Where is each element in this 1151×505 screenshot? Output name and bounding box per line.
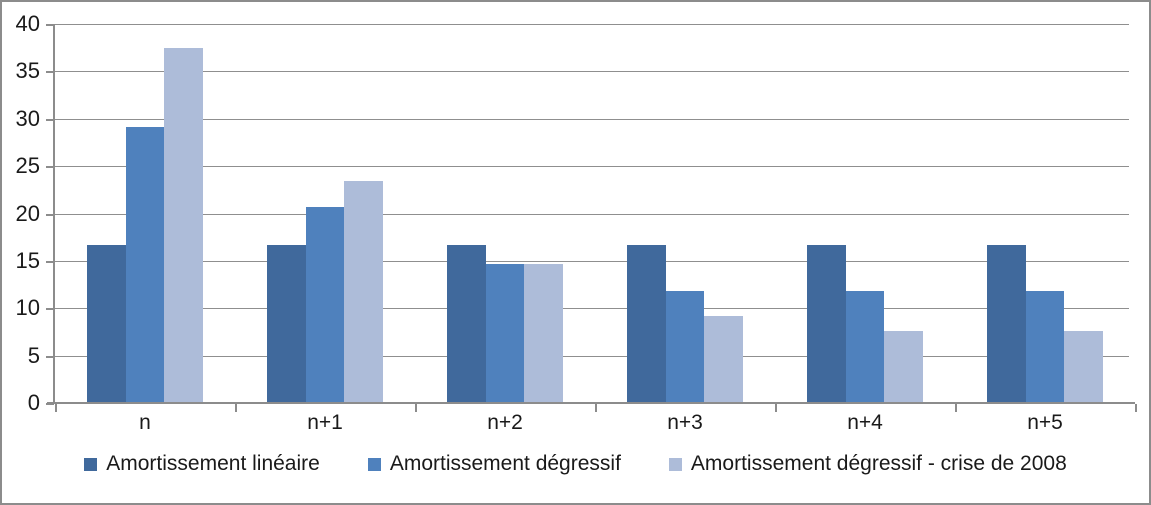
legend: Amortissement linéaire Amortissement dég… xyxy=(2,452,1149,476)
y-tick-label: 10 xyxy=(15,295,40,321)
bar-series1-n xyxy=(87,245,126,403)
x-tick-mark xyxy=(415,404,417,412)
y-tick-label: 15 xyxy=(15,247,40,273)
x-category-label: n+2 xyxy=(487,411,523,434)
bar-series3-n+4 xyxy=(884,330,923,403)
x-category-label: n xyxy=(139,411,151,434)
y-tick-mark xyxy=(46,403,54,405)
y-tick-label: 40 xyxy=(15,11,40,36)
y-tick-mark xyxy=(46,355,54,358)
gridline xyxy=(55,213,1129,215)
legend-swatch-degressif xyxy=(367,457,381,471)
gridline xyxy=(55,166,1129,168)
plot-area xyxy=(55,24,1135,403)
x-category-label: n+5 xyxy=(1027,411,1063,434)
x-axis-line xyxy=(47,402,1135,404)
x-category-label: n+4 xyxy=(847,411,883,434)
bar-series3-n+2 xyxy=(524,264,563,403)
bar-series1-n+4 xyxy=(807,245,846,403)
legend-item-lineaire: Amortissement linéaire xyxy=(84,452,320,476)
y-tick-mark xyxy=(46,118,54,121)
bar-series3-n+1 xyxy=(344,180,383,403)
legend-item-degressif: Amortissement dégressif xyxy=(367,452,621,476)
x-tick-mark xyxy=(595,404,597,412)
x-tick-mark xyxy=(1135,404,1137,412)
bar-series3-n xyxy=(164,47,203,403)
bar-series1-n+1 xyxy=(267,245,306,403)
y-axis-line xyxy=(53,24,55,403)
x-category-label: n+3 xyxy=(667,411,703,434)
legend-swatch-degressif-crise xyxy=(668,457,682,471)
y-tick-label: 0 xyxy=(27,390,40,415)
x-tick-mark xyxy=(235,404,237,412)
bar-series3-n+5 xyxy=(1064,330,1103,403)
y-tick-label: 30 xyxy=(15,105,40,131)
x-tick-mark xyxy=(55,404,57,412)
bar-series1-n+2 xyxy=(447,245,486,403)
bar-series2-n+1 xyxy=(305,207,345,403)
legend-label-lineaire: Amortissement linéaire xyxy=(106,452,320,475)
bar-series2-n+2 xyxy=(485,264,525,403)
y-tick-label: 35 xyxy=(15,58,40,84)
y-tick-label: 5 xyxy=(27,342,40,368)
bar-series2-n+3 xyxy=(665,290,705,403)
y-tick-label: 25 xyxy=(15,153,40,179)
legend-label-degressif-crise: Amortissement dégressif - crise de 2008 xyxy=(690,452,1067,475)
x-category-label: n+1 xyxy=(307,411,343,434)
bar-series2-n xyxy=(125,126,165,403)
gridline xyxy=(55,260,1129,262)
y-tick-mark xyxy=(46,308,54,311)
legend-item-degressif-crise: Amortissement dégressif - crise de 2008 xyxy=(668,452,1067,476)
gridline xyxy=(55,308,1129,310)
y-tick-mark xyxy=(46,213,54,216)
gridline xyxy=(55,118,1129,120)
x-tick-mark xyxy=(955,404,957,412)
gridline xyxy=(55,355,1129,357)
legend-label-degressif: Amortissement dégressif xyxy=(389,452,621,475)
y-tick-label: 20 xyxy=(15,200,40,226)
y-tick-mark xyxy=(46,260,54,263)
legend-swatch-lineaire xyxy=(84,457,98,471)
bar-series2-n+5 xyxy=(1025,290,1065,403)
y-tick-mark xyxy=(46,24,54,26)
x-tick-mark xyxy=(775,404,777,412)
y-tick-mark xyxy=(46,71,54,74)
gridline xyxy=(55,71,1129,73)
gridline xyxy=(55,24,1129,25)
y-tick-mark xyxy=(46,166,54,169)
bar-series2-n+4 xyxy=(845,290,885,403)
bar-series3-n+3 xyxy=(704,316,743,403)
bar-series1-n+3 xyxy=(627,245,666,403)
bar-series1-n+5 xyxy=(987,245,1026,403)
